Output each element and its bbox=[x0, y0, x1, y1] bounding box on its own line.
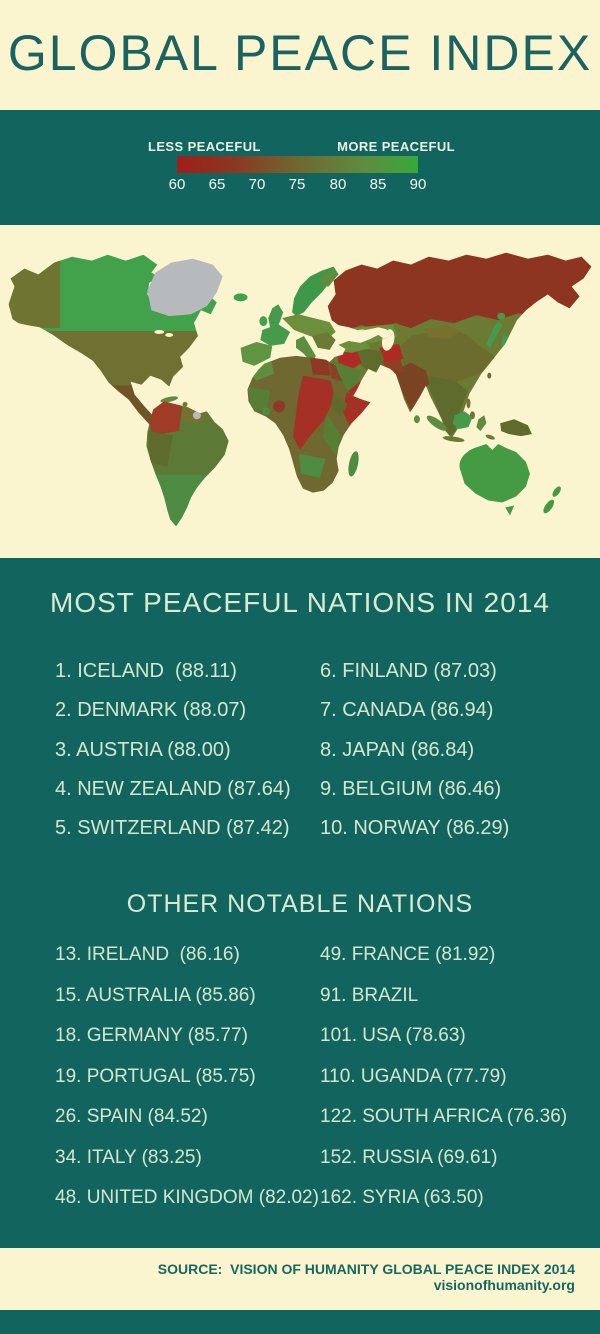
list-item: 19. PORTUGAL (85.75) bbox=[55, 1065, 256, 1087]
other-notable-left-column: 13. IRELAND (86.16) 15. AUSTRALIA (85.86… bbox=[55, 944, 319, 1228]
list-item: 110. UGANDA (77.79) bbox=[320, 1065, 507, 1087]
list-item: 101. USA (78.63) bbox=[320, 1025, 466, 1046]
header-band: GLOBAL PEACE INDEX bbox=[0, 0, 600, 110]
region-oceania bbox=[459, 444, 561, 516]
list-item: 10. NORWAY (86.29) bbox=[320, 817, 510, 840]
region-madagascar bbox=[348, 451, 359, 477]
scale-tick-65: 65 bbox=[208, 176, 226, 193]
list-item: 15. AUSTRALIA (85.86) bbox=[55, 984, 256, 1006]
list-item: 4. NEW ZEALAND (87.64) bbox=[55, 777, 291, 800]
most-peaceful-left-column: 1. ICELAND (88.11) 2. DENMARK (88.07) 3.… bbox=[55, 660, 291, 856]
list-item: 48. UNITED KINGDOM (82.02) bbox=[55, 1187, 319, 1208]
region-greenland bbox=[147, 258, 223, 317]
list-item: 34. ITALY (83.25) bbox=[55, 1146, 202, 1168]
list-item: 3. AUSTRIA (88.00) bbox=[55, 738, 231, 761]
list-item: 91. BRAZIL bbox=[320, 984, 419, 1006]
list-item: 162. SYRIA (63.50) bbox=[320, 1187, 484, 1208]
page-title: GLOBAL PEACE INDEX bbox=[7, 25, 593, 81]
region-east-asia-islands bbox=[413, 293, 508, 424]
region-iceland bbox=[233, 293, 248, 302]
source-attribution: SOURCE: VISION OF HUMANITY GLOBAL PEACE … bbox=[157, 1261, 575, 1277]
source-website: visionofhumanity.org bbox=[433, 1277, 575, 1293]
list-item: 9. BELGIUM (86.46) bbox=[320, 777, 502, 800]
list-item: 13. IRELAND (86.16) bbox=[55, 944, 240, 965]
rankings-section: MOST PEACEFUL NATIONS IN 2014 1. ICELAND… bbox=[0, 558, 600, 1248]
scale-tick-85: 85 bbox=[369, 176, 387, 193]
most-peaceful-heading: MOST PEACEFUL NATIONS IN 2014 bbox=[50, 587, 550, 618]
scale-tick-75: 75 bbox=[288, 176, 306, 193]
list-item: 7. CANADA (86.94) bbox=[320, 699, 494, 722]
scale-tick-80: 80 bbox=[329, 176, 347, 193]
list-item: 6. FINLAND (87.03) bbox=[320, 660, 497, 682]
list-item: 18. GERMANY (85.77) bbox=[55, 1025, 248, 1046]
other-notable-heading: OTHER NOTABLE NATIONS bbox=[126, 890, 474, 918]
scale-tick-90: 90 bbox=[409, 176, 427, 193]
footer-band: SOURCE: VISION OF HUMANITY GLOBAL PEACE … bbox=[0, 1248, 600, 1310]
other-notable-right-column: 49. FRANCE (81.92) 91. BRAZIL 101. USA (… bbox=[320, 944, 567, 1228]
region-southeast-asia-islands bbox=[426, 411, 532, 442]
scale-tick-60: 60 bbox=[168, 176, 186, 193]
world-map bbox=[8, 252, 592, 527]
map-band bbox=[0, 225, 600, 558]
list-item: 122. SOUTH AFRICA (76.36) bbox=[320, 1106, 568, 1127]
scale-tick-70: 70 bbox=[248, 176, 266, 193]
legend-less-label: LESS PEACEFUL bbox=[148, 139, 261, 154]
most-peaceful-right-column: 6. FINLAND (87.03) 7. CANADA (86.94) 8. … bbox=[320, 660, 509, 856]
list-item: 1. ICELAND (88.11) bbox=[55, 660, 237, 682]
legend-band: LESS PEACEFUL MORE PEACEFUL 60 65 70 75 … bbox=[0, 110, 600, 225]
legend-more-label: MORE PEACEFUL bbox=[337, 139, 455, 154]
bottom-strip bbox=[0, 1310, 600, 1334]
list-item: 8. JAPAN (86.84) bbox=[320, 738, 475, 761]
region-europe bbox=[240, 266, 339, 366]
region-caribbean bbox=[160, 396, 188, 407]
color-scale-gradient-bar bbox=[177, 156, 418, 173]
list-item: 49. FRANCE (81.92) bbox=[320, 944, 496, 965]
list-item: 5. SWITZERLAND (87.42) bbox=[55, 817, 290, 840]
list-item: 152. RUSSIA (69.61) bbox=[320, 1146, 498, 1168]
list-item: 26. SPAIN (84.52) bbox=[55, 1106, 208, 1127]
list-item: 2. DENMARK (88.07) bbox=[55, 699, 247, 722]
